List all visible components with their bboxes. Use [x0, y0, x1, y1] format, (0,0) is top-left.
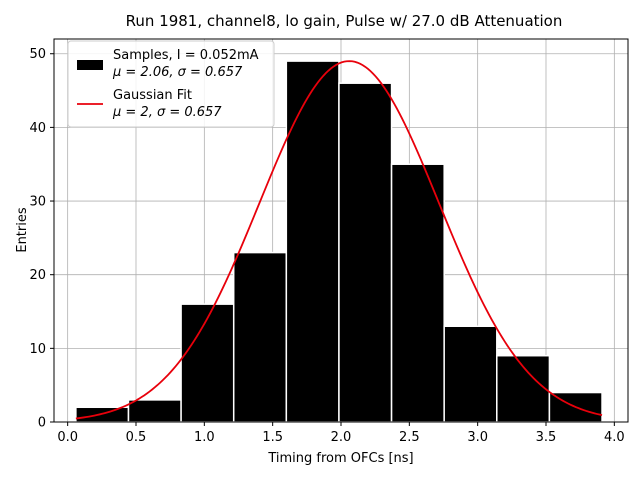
x-tick-label: 2.5	[399, 430, 420, 445]
y-tick-label: 30	[29, 195, 46, 210]
histogram-bar	[285, 60, 340, 423]
histogram-bar	[232, 251, 288, 423]
legend-fit-mu: μ = 2,	[112, 105, 157, 120]
gaussian-fit-curve	[75, 60, 603, 420]
y-axis-label: Entries	[15, 207, 30, 253]
x-tick-label: 0.0	[57, 430, 78, 445]
y-tick-label: 0	[38, 416, 46, 431]
x-tick-label: 1.0	[194, 430, 215, 445]
histogram-bar	[390, 163, 445, 423]
legend-fit-line2: μ = 2, σ = 0.657	[112, 105, 222, 120]
x-tick-label: 2.0	[331, 430, 352, 445]
y-tick-label: 20	[29, 268, 46, 283]
y-axis-ticks: 0 10 20 30 40 50	[29, 47, 54, 431]
histogram-bar	[180, 303, 235, 423]
legend-samples-line1: Samples, I = 0.052mA	[113, 48, 259, 63]
histogram-bar	[127, 399, 182, 423]
y-tick-label: 40	[29, 121, 46, 136]
x-axis-ticks: 0.0 0.5 1.0 1.5 2.0 2.5 3.0 3.5 4.0	[57, 422, 625, 445]
legend-box	[67, 40, 275, 128]
legend-samples-line2: μ = 2.06, σ = 0.657	[112, 65, 243, 80]
histogram-bars	[75, 60, 603, 423]
legend: Samples, I = 0.052mA μ = 2.06, σ = 0.657…	[67, 40, 275, 128]
y-tick-label: 50	[29, 47, 46, 62]
x-tick-label: 3.5	[536, 430, 557, 445]
legend-samples-mu: μ = 2.06,	[112, 65, 178, 80]
legend-fit-line1: Gaussian Fit	[113, 88, 192, 103]
x-tick-label: 1.5	[262, 430, 283, 445]
y-tick-label: 10	[29, 342, 46, 357]
legend-swatch-samples	[77, 60, 103, 70]
x-tick-label: 3.0	[467, 430, 488, 445]
x-axis-label: Timing from OFCs [ns]	[267, 451, 413, 466]
x-tick-label: 4.0	[604, 430, 625, 445]
legend-samples-sigma: σ = 0.657	[178, 65, 243, 80]
chart-title: Run 1981, channel8, lo gain, Pulse w/ 27…	[126, 12, 563, 30]
legend-fit-sigma: σ = 0.657	[157, 105, 222, 120]
histogram-bar	[338, 82, 393, 423]
histogram-bar	[443, 325, 498, 423]
x-tick-label: 0.5	[126, 430, 147, 445]
